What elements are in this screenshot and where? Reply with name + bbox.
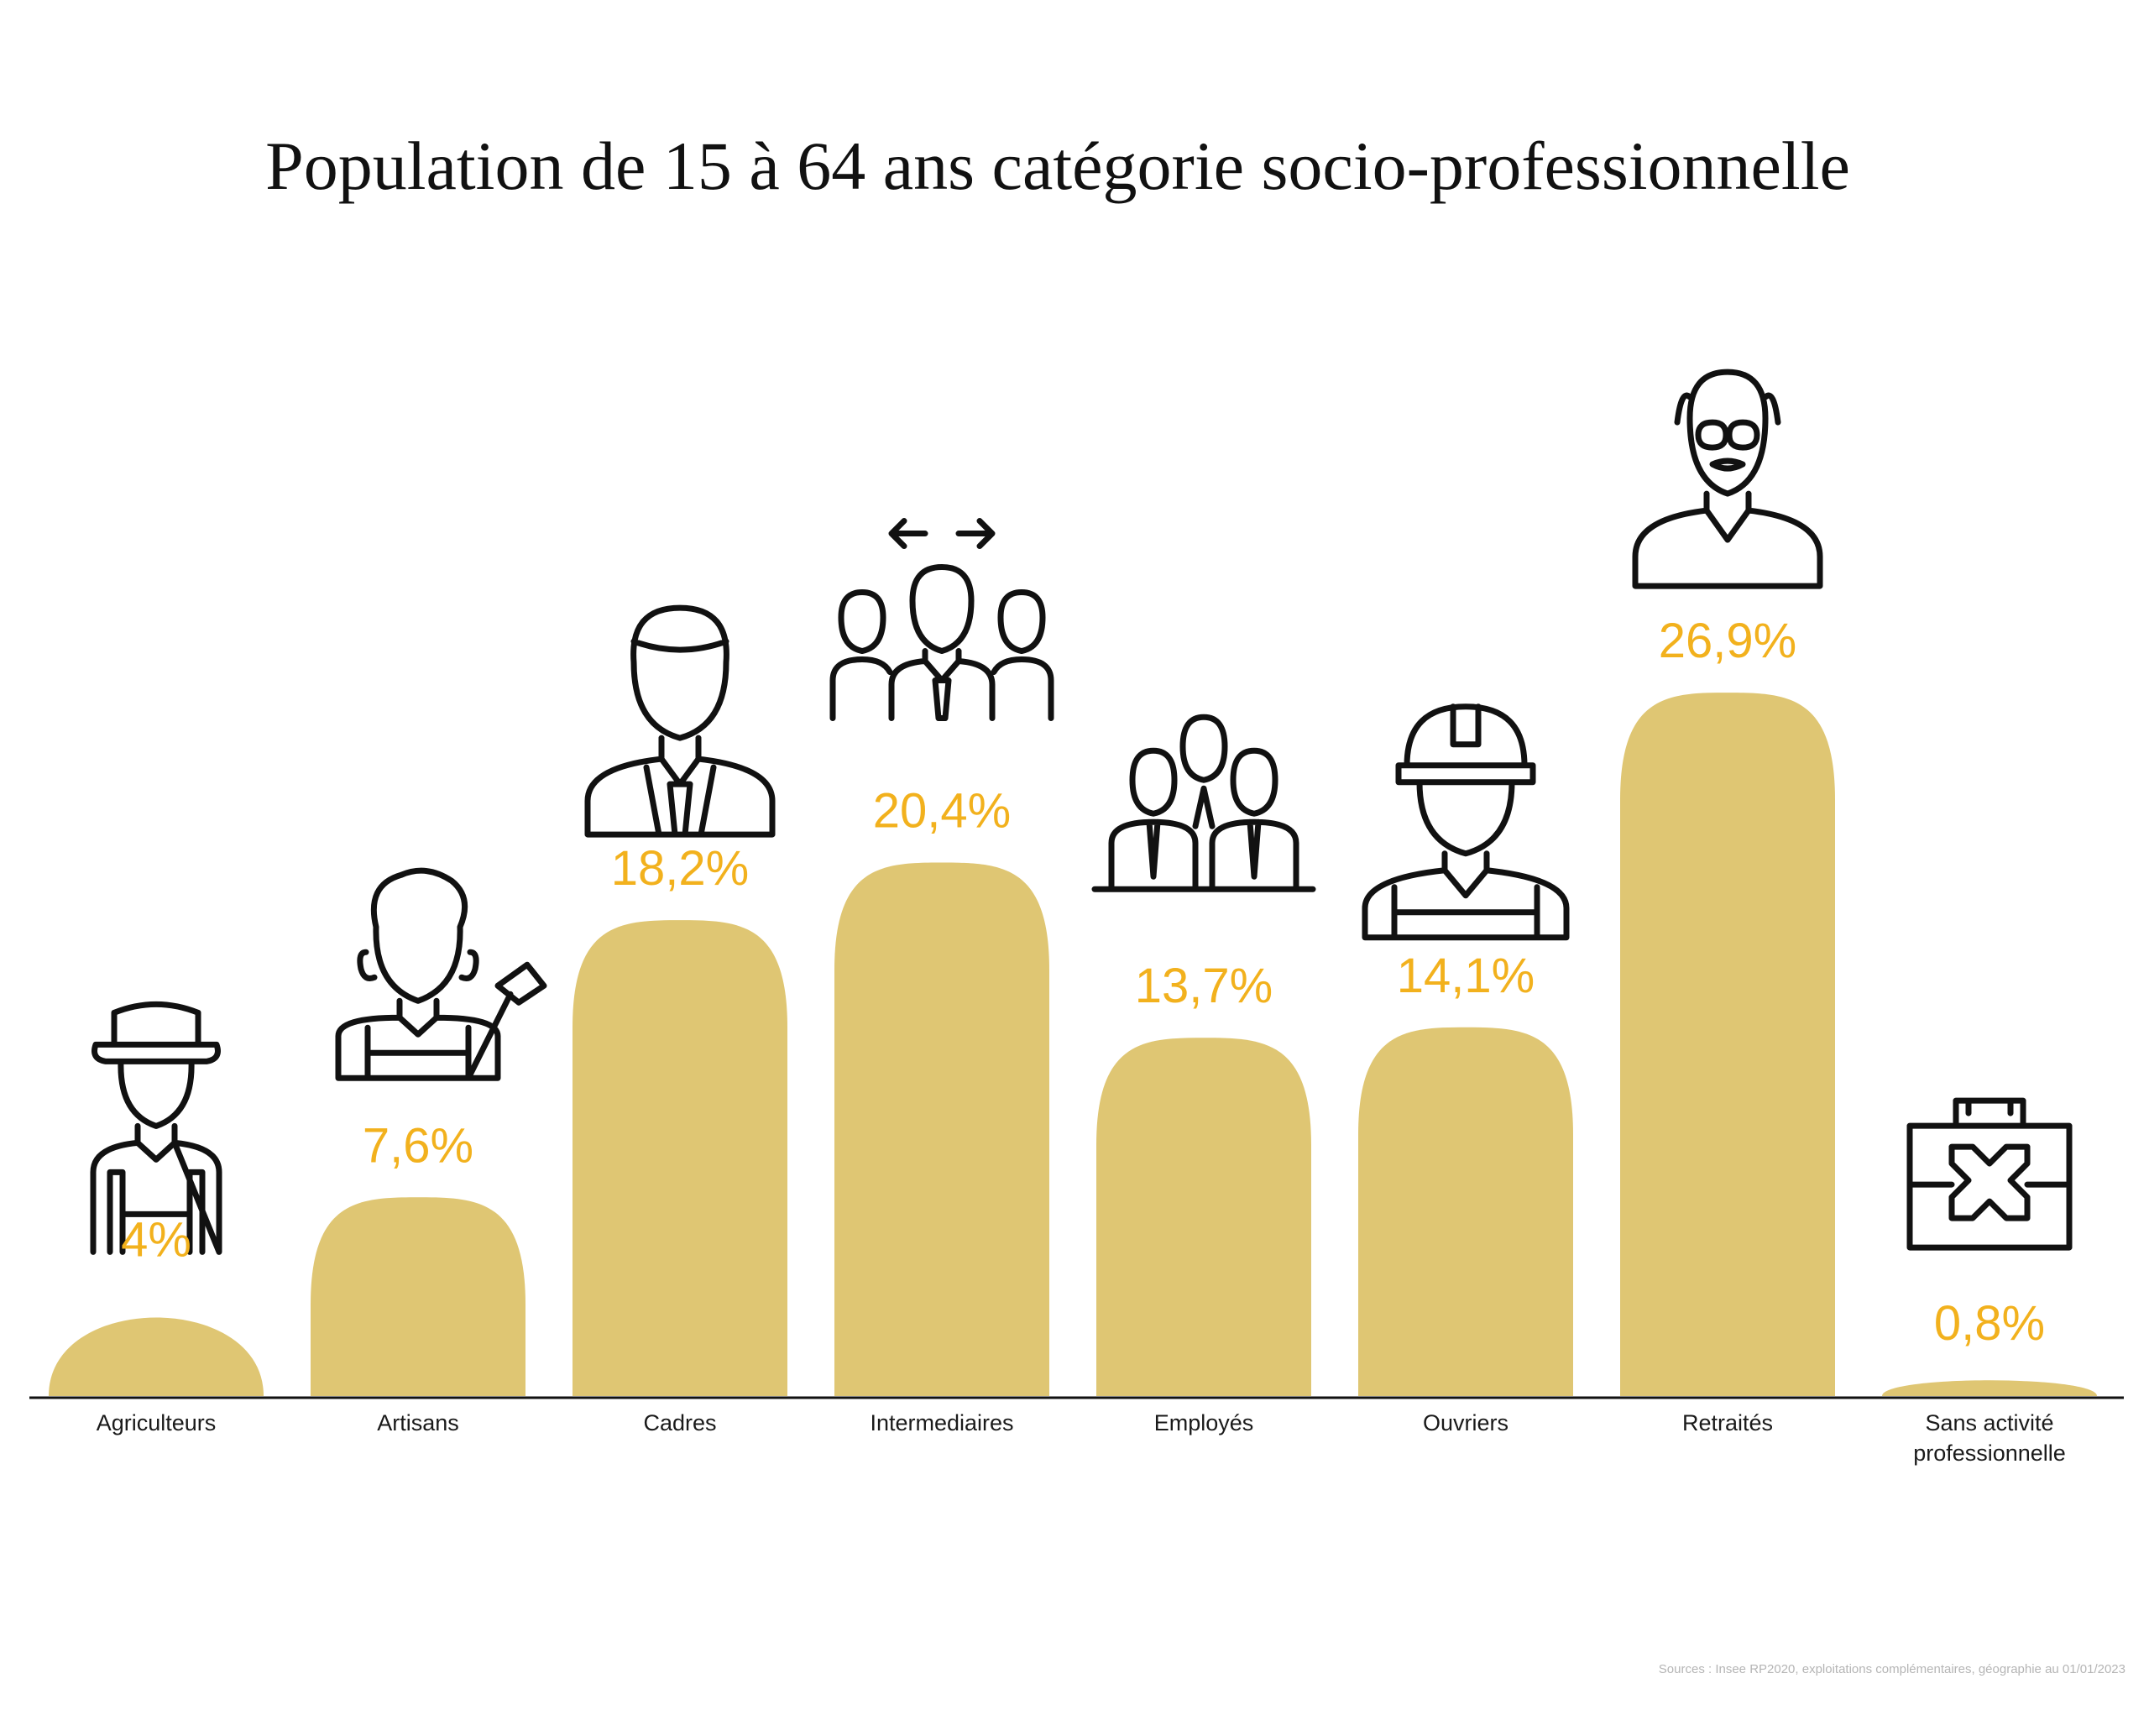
bar-3 [834, 862, 1049, 1396]
source-note: Sources : Insee RP2020, exploitations co… [1659, 1662, 2125, 1676]
bars-group [49, 693, 2097, 1396]
value-label-6: 26,9% [1659, 614, 1796, 668]
category-label-1: Artisans [377, 1410, 459, 1435]
category-label-0: Agriculteurs [97, 1410, 217, 1435]
team-leader-icon [829, 518, 1054, 722]
category-label-4: Employés [1154, 1410, 1254, 1435]
value-label-3: 20,4% [873, 784, 1011, 839]
value-labels-group: 4% 7,6% 18,2% 20,4% 13,7% 14,1% 26,9% 0,8% [121, 614, 2045, 1351]
category-label-6: Retraités [1682, 1410, 1773, 1435]
bar-2 [573, 920, 787, 1396]
value-label-7: 0,8% [1934, 1296, 2045, 1351]
farmer-icon [90, 1001, 222, 1255]
worker-icon [1362, 703, 1570, 941]
retiree-icon [1632, 369, 1823, 589]
no-job-briefcase-icon [1906, 1097, 2073, 1251]
manager-icon [584, 604, 776, 838]
bar-5 [1358, 1027, 1573, 1396]
category-label-5: Ouvriers [1423, 1410, 1508, 1435]
value-label-2: 18,2% [611, 841, 749, 896]
employees-icon [1091, 714, 1316, 892]
bar-4 [1096, 1038, 1311, 1396]
icons-group [90, 369, 2073, 1255]
value-label-1: 7,6% [363, 1118, 473, 1173]
bar-7 [1882, 1380, 2097, 1396]
category-label-3: Intermediaires [870, 1410, 1013, 1435]
value-label-5: 14,1% [1397, 949, 1535, 1003]
value-label-0: 4% [121, 1212, 191, 1267]
category-label-2: Cadres [643, 1410, 716, 1435]
value-label-4: 13,7% [1135, 959, 1273, 1013]
bar-1 [311, 1197, 525, 1396]
bar-6 [1620, 693, 1835, 1396]
category-labels-group: Agriculteurs Artisans Cadres Intermediaires… [97, 1410, 2066, 1466]
bar-0 [49, 1317, 264, 1396]
chart-title: Population de 15 à 64 ans catégorie soci… [265, 128, 1850, 204]
category-label-7: Sans activité professionnelle [1913, 1410, 2066, 1466]
craftsman-icon [335, 867, 547, 1081]
